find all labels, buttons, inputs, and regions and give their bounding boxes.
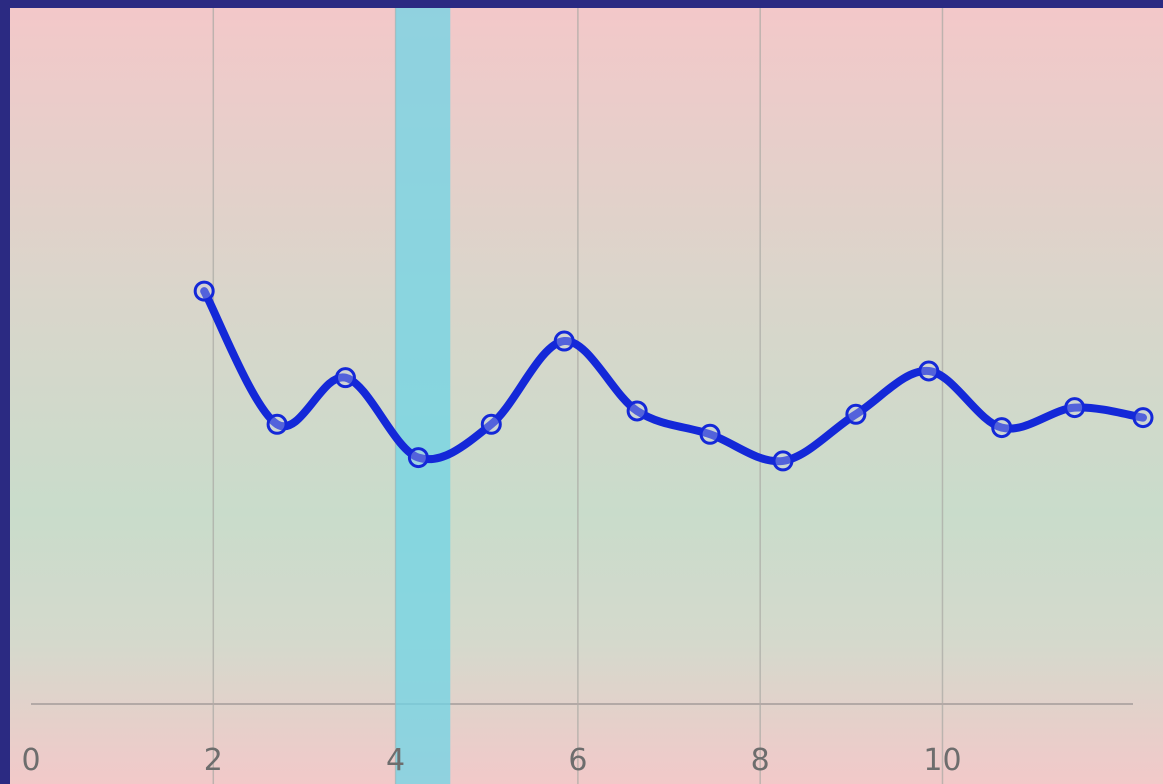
data-point-11 xyxy=(991,417,1013,439)
data-point-0 xyxy=(193,280,215,302)
data-point-6 xyxy=(626,400,648,422)
x-tick-label-10: 10 xyxy=(923,743,961,778)
x-tick-label-8: 8 xyxy=(751,743,770,778)
data-point-2 xyxy=(334,367,356,389)
x-axis-tick-labels: 0 2 4 6 8 10 xyxy=(21,743,961,778)
series-line xyxy=(200,287,1147,466)
data-point-9 xyxy=(845,403,867,425)
highlight-band-layer xyxy=(395,8,451,784)
data-point-13 xyxy=(1132,407,1154,429)
data-points xyxy=(193,280,1154,472)
x-tick-label-4: 4 xyxy=(386,743,405,778)
data-point-1 xyxy=(266,413,288,435)
x-tick-label-0: 0 xyxy=(21,743,40,778)
highlight-band xyxy=(395,8,451,784)
data-point-7 xyxy=(699,423,721,445)
series-line-layer xyxy=(200,287,1147,466)
data-point-4 xyxy=(480,413,502,435)
data-point-3 xyxy=(407,447,429,469)
data-point-10 xyxy=(918,360,940,382)
data-point-5 xyxy=(553,330,575,352)
data-point-8 xyxy=(772,450,794,472)
x-tick-label-6: 6 xyxy=(568,743,587,778)
chart-background xyxy=(10,8,1163,784)
data-point-12 xyxy=(1064,397,1086,419)
x-tick-label-2: 2 xyxy=(204,743,223,778)
